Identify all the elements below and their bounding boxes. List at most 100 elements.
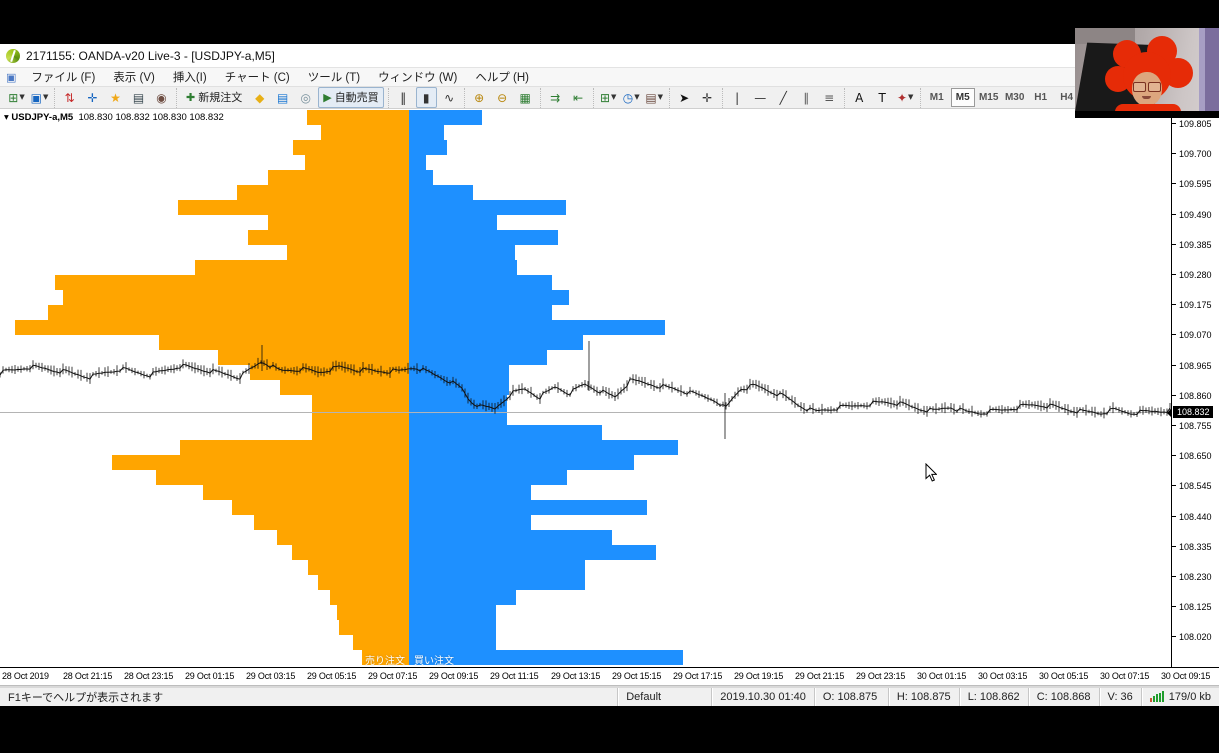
buy-volume-bar [409, 155, 426, 170]
histogram-row [0, 650, 1171, 665]
tick-dash [1172, 425, 1176, 426]
sell-volume-bar [353, 635, 409, 650]
menu-chart[interactable]: チャート (C) [224, 72, 290, 84]
status-high: H: 108.875 [887, 688, 959, 706]
buy-volume-bar [409, 470, 567, 485]
periods-button[interactable]: ◷ ▼ [621, 87, 642, 108]
navigator-button[interactable]: ★ [105, 87, 126, 108]
buy-volume-bar [409, 305, 552, 320]
menu-tools[interactable]: ツール (T) [307, 72, 361, 84]
arrows-tool-icon: ✦ [896, 90, 908, 105]
menu-insert[interactable]: 挿入(I) [172, 72, 207, 84]
tile-windows-button[interactable]: ▦ [515, 87, 536, 108]
cursor-tool-button[interactable]: ➤ [674, 87, 695, 108]
templates-button[interactable]: ▤ ▼ [644, 87, 665, 108]
histogram-row [0, 500, 1171, 515]
time-tick-label: 29 Oct 11:15 [490, 671, 539, 681]
chart-profiles-icon: ▣ [30, 90, 42, 105]
terminal-button[interactable]: ▤ [128, 87, 149, 108]
timeframe-m15[interactable]: M15 [978, 92, 999, 103]
chart-profiles-button[interactable]: ▣ ▼ [29, 87, 50, 108]
menu-help[interactable]: ヘルプ (H) [475, 72, 530, 84]
status-volume: V: 36 [1098, 688, 1141, 706]
histogram-row [0, 260, 1171, 275]
data-window-button[interactable]: ✛ [82, 87, 103, 108]
histogram-row [0, 335, 1171, 350]
vertical-line-tool-button[interactable]: | [727, 87, 748, 108]
new-chart-button[interactable]: ⊞ ▼ [6, 87, 27, 108]
news-button[interactable]: ◎ [295, 87, 316, 108]
auto-scroll-button[interactable]: ⇉ [545, 87, 566, 108]
trendline-tool-button[interactable]: ╱ [773, 87, 794, 108]
tick-dash [1172, 606, 1176, 608]
autotrading-label: 自動売買 [334, 91, 379, 104]
mouse-cursor-icon [925, 463, 937, 482]
indicators-icon: ⊞ [599, 90, 611, 105]
timeframe-m1[interactable]: M1 [929, 92, 944, 103]
metaeditor-button[interactable]: ◆ [249, 87, 270, 108]
histogram-row [0, 230, 1171, 245]
horizontal-line-tool-button[interactable]: — [750, 87, 771, 108]
histogram-row [0, 245, 1171, 260]
chart-plot-area[interactable]: ▾ USDJPY-a,M5 108.830 108.832 108.830 10… [0, 109, 1171, 667]
timeframe-h4[interactable]: H4 [1060, 92, 1074, 103]
timeframe-h1[interactable]: H1 [1034, 92, 1048, 103]
tick-dash [1172, 123, 1176, 124]
line-chart-mode-button[interactable]: ∿ [439, 87, 460, 108]
histogram-row [0, 485, 1171, 500]
crosshair-tool-button[interactable]: ✛ [697, 87, 718, 108]
menu-view[interactable]: 表示 (V) [113, 72, 155, 84]
toolbar-group: ➤ ✛ [670, 87, 723, 108]
periods-icon: ◷ [622, 90, 634, 105]
strategy-tester-button[interactable]: ◉ [151, 87, 172, 108]
tick-dash [1172, 274, 1176, 275]
webcam-letterbox [1075, 111, 1219, 118]
chart-shift-button[interactable]: ⇤ [568, 87, 589, 108]
publish-chart-button[interactable]: ▤ [272, 87, 293, 108]
histogram-row [0, 275, 1171, 290]
timeframe-m30[interactable]: M30 [1004, 92, 1025, 103]
histogram-row [0, 215, 1171, 230]
menu-window[interactable]: ウィンドウ (W) [378, 72, 458, 84]
arrows-tool-button[interactable]: ✦ ▼ [895, 87, 916, 108]
chart-shift-icon: ⇤ [573, 90, 584, 105]
timeframe-m5[interactable]: M5 [950, 88, 975, 107]
time-axis[interactable]: 28 Oct 2019 28 Oct 21:15 28 Oct 23:15 29 Oc… [0, 667, 1219, 685]
market-watch-button[interactable]: ⇅ [59, 87, 80, 108]
buy-volume-bar [409, 350, 547, 365]
histogram-row [0, 290, 1171, 305]
status-low: L: 108.862 [958, 688, 1028, 706]
new-order-icon: ✚ [186, 91, 196, 104]
histogram-row [0, 350, 1171, 365]
histogram-row [0, 470, 1171, 485]
new-order-button[interactable]: ✚ 新規注文 [181, 87, 247, 108]
channel-tool-button[interactable]: ∥ [796, 87, 817, 108]
text-label-tool-button[interactable]: T [872, 87, 893, 108]
candlestick-mode-button[interactable]: ▮ [415, 87, 437, 108]
toolbar-group: ⊞ ▼ ◷ ▼ ▤ ▼ [594, 87, 670, 108]
price-tick-label: 109.280 [1179, 270, 1212, 280]
indicators-button[interactable]: ⊞ ▼ [598, 87, 619, 108]
buy-volume-bar [409, 320, 665, 335]
fibonacci-tool-button[interactable]: ≡ [819, 87, 840, 108]
time-tick-label: 29 Oct 07:15 [368, 671, 418, 681]
buy-volume-bar [409, 485, 531, 500]
buy-volume-bar [409, 650, 683, 665]
webcam-curtain [1199, 28, 1219, 118]
text-tool-button[interactable]: A [849, 87, 870, 108]
news-icon: ◎ [300, 90, 311, 105]
histogram-row [0, 440, 1171, 455]
title-bar[interactable]: 2171155: OANDA-v20 Live-3 - [USDJPY-a,M5… [0, 45, 1219, 68]
bar-chart-mode-button[interactable]: ‖ [393, 87, 414, 108]
zoom-out-button[interactable]: ⊖ [492, 87, 513, 108]
tick-dash [1172, 515, 1176, 517]
status-open: O: 108.875 [813, 688, 888, 706]
zoom-in-button[interactable]: ⊕ [469, 87, 490, 108]
menu-file[interactable]: ファイル (F) [31, 72, 96, 84]
buy-volume-bar [409, 605, 496, 620]
sell-volume-bar [195, 260, 409, 275]
chevron-down-icon: ▼ [611, 93, 617, 101]
buy-volume-bar [409, 545, 656, 560]
autotrading-button[interactable]: ▶ 自動売買 [318, 87, 384, 108]
price-axis[interactable]: 109.805 109.700 109.595 109.490 109.385 109.2… [1171, 109, 1219, 667]
